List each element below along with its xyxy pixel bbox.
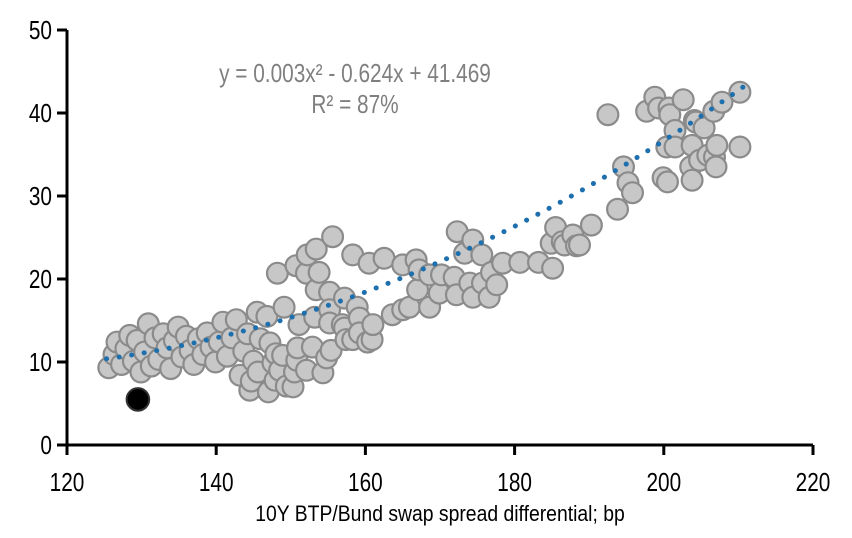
y-axis-tick-label: 10 bbox=[29, 348, 52, 377]
x-axis-tick-label: 140 bbox=[199, 468, 234, 497]
scatter-point bbox=[567, 233, 591, 257]
scatter-point bbox=[704, 155, 728, 179]
scatter-point bbox=[579, 213, 603, 237]
scatter-point bbox=[272, 295, 296, 319]
scatter-point bbox=[671, 88, 695, 112]
scatter-point bbox=[485, 273, 509, 297]
x-axis-tick-label: 200 bbox=[646, 468, 681, 497]
x-axis-tick-label: 220 bbox=[796, 468, 831, 497]
scatter-point bbox=[728, 135, 752, 159]
scatter-point bbox=[680, 168, 704, 192]
x-axis-title: 10Y BTP/Bund swap spread differential; b… bbox=[255, 501, 625, 526]
scatter-point bbox=[321, 225, 345, 249]
scatter-point bbox=[361, 313, 385, 337]
scatter-point bbox=[655, 170, 679, 194]
y-axis-tick-label: 50 bbox=[29, 16, 52, 45]
trendline-annotation: y = 0.003x² - 0.624x + 41.469 R² = 87% bbox=[155, 58, 555, 120]
scatter-point bbox=[541, 256, 565, 280]
y-axis-tick-label: 0 bbox=[40, 431, 52, 460]
scatter-point bbox=[705, 133, 729, 157]
scatter-point bbox=[620, 181, 644, 205]
y-axis-tick-label: 40 bbox=[29, 99, 52, 128]
y-axis-tick-label: 30 bbox=[29, 182, 52, 211]
scatter-point bbox=[304, 237, 328, 261]
highlight-point bbox=[125, 387, 151, 412]
scatter-point bbox=[605, 197, 629, 221]
scatter-point bbox=[596, 103, 620, 127]
trendline bbox=[104, 83, 747, 362]
scatter-point bbox=[692, 116, 716, 140]
x-axis-tick-label: 120 bbox=[50, 468, 85, 497]
r-squared-label: R² = 87% bbox=[311, 89, 399, 119]
x-axis-tick-label: 160 bbox=[348, 468, 383, 497]
x-axis-tick-label: 180 bbox=[497, 468, 532, 497]
trendline-equation: y = 0.003x² - 0.624x + 41.469 bbox=[219, 58, 491, 88]
y-axis-tick-label: 20 bbox=[29, 265, 52, 294]
scatter-point bbox=[307, 260, 331, 284]
